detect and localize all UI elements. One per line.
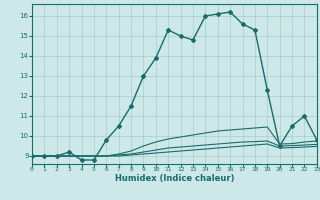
X-axis label: Humidex (Indice chaleur): Humidex (Indice chaleur)	[115, 174, 234, 183]
